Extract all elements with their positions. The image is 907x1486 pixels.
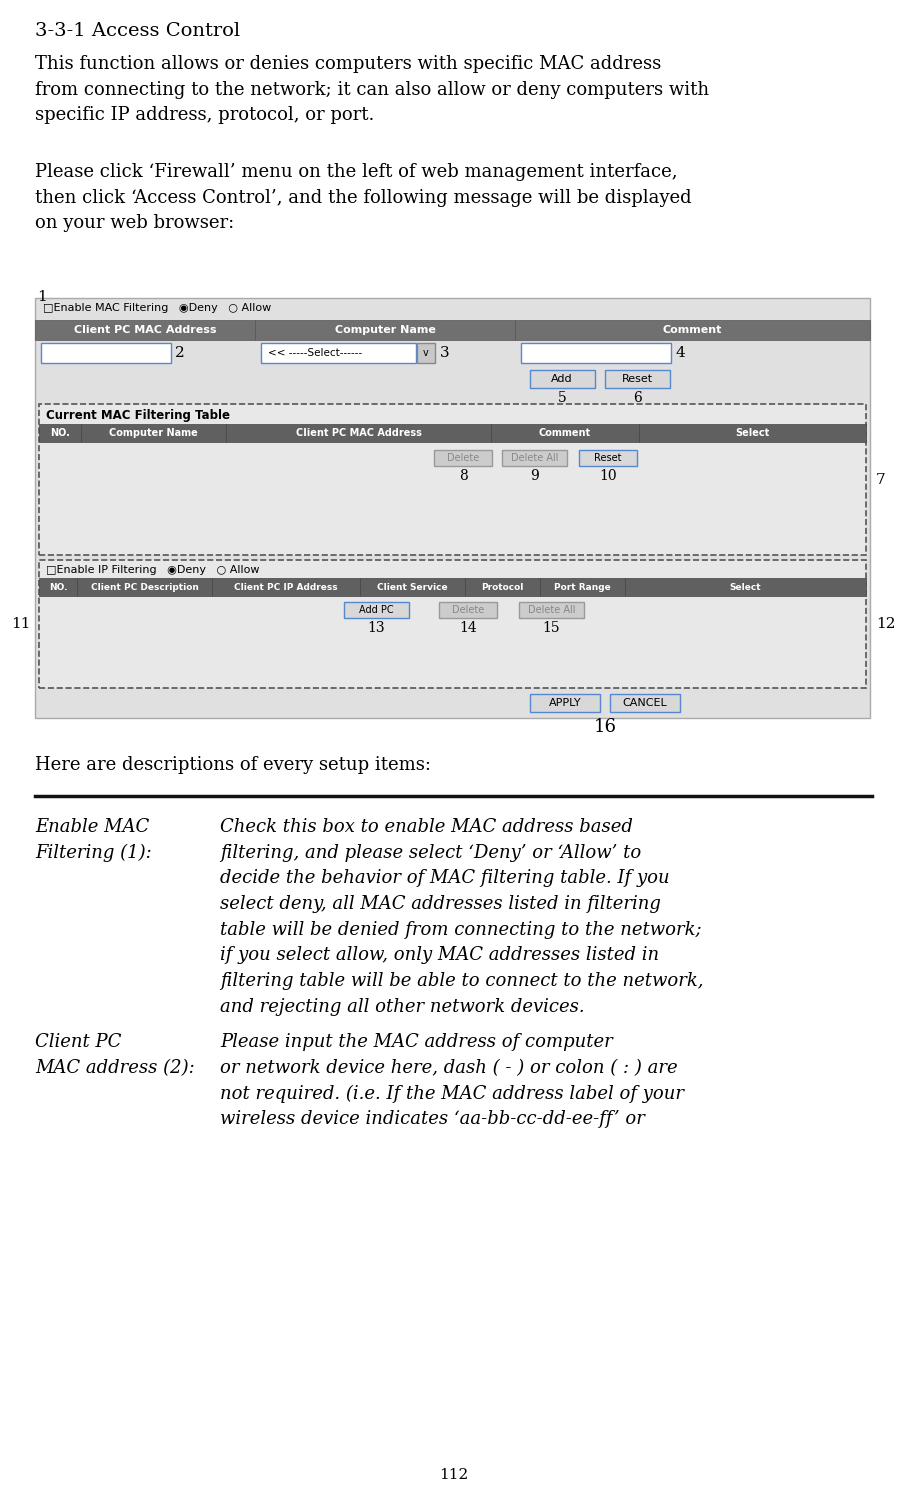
Text: Reset: Reset bbox=[594, 453, 622, 464]
Text: This function allows or denies computers with specific MAC address
from connecti: This function allows or denies computers… bbox=[35, 55, 709, 125]
Text: Computer Name: Computer Name bbox=[335, 325, 435, 334]
Text: 1: 1 bbox=[37, 290, 47, 305]
Bar bbox=[360, 578, 465, 596]
Bar bbox=[605, 370, 670, 388]
Bar bbox=[39, 578, 77, 596]
Text: 11: 11 bbox=[12, 617, 31, 632]
Text: Client Service: Client Service bbox=[377, 583, 448, 591]
Text: Please click ‘Firewall’ menu on the left of web management interface,
then click: Please click ‘Firewall’ menu on the left… bbox=[35, 163, 692, 232]
Text: 7: 7 bbox=[876, 473, 885, 486]
Text: 8: 8 bbox=[459, 470, 467, 483]
Bar bbox=[39, 404, 866, 554]
Bar bbox=[639, 424, 866, 441]
Bar bbox=[77, 578, 212, 596]
Bar bbox=[261, 343, 416, 363]
Text: Port Range: Port Range bbox=[554, 583, 611, 591]
Bar bbox=[521, 343, 671, 363]
Bar bbox=[625, 578, 866, 596]
Text: 16: 16 bbox=[593, 718, 617, 736]
Text: □Enable MAC Filtering   ◉Deny   ○ Allow: □Enable MAC Filtering ◉Deny ○ Allow bbox=[43, 303, 271, 314]
Bar bbox=[226, 424, 491, 441]
Bar bbox=[39, 424, 81, 441]
Text: 3-3-1 Access Control: 3-3-1 Access Control bbox=[35, 22, 240, 40]
Bar bbox=[515, 319, 870, 340]
Bar bbox=[519, 602, 584, 618]
Text: Enable MAC
Filtering (1):: Enable MAC Filtering (1): bbox=[35, 817, 151, 862]
Text: 10: 10 bbox=[600, 470, 617, 483]
Bar bbox=[579, 450, 637, 467]
Text: Current MAC Filtering Table: Current MAC Filtering Table bbox=[46, 409, 230, 422]
Text: 4: 4 bbox=[675, 346, 685, 360]
Bar bbox=[35, 319, 255, 340]
Text: Client PC
MAC address (2):: Client PC MAC address (2): bbox=[35, 1033, 195, 1077]
Text: Add: Add bbox=[551, 374, 573, 383]
Text: Client PC MAC Address: Client PC MAC Address bbox=[73, 325, 216, 334]
Text: << -----Select------: << -----Select------ bbox=[268, 348, 362, 358]
Text: Select: Select bbox=[736, 428, 770, 438]
Bar bbox=[491, 424, 639, 441]
Text: Protocol: Protocol bbox=[482, 583, 523, 591]
Bar bbox=[39, 560, 866, 688]
Text: Computer Name: Computer Name bbox=[109, 428, 198, 438]
Text: Check this box to enable MAC address based
filtering, and please select ‘Deny’ o: Check this box to enable MAC address bas… bbox=[220, 817, 704, 1016]
Bar bbox=[35, 299, 870, 718]
Text: CANCEL: CANCEL bbox=[622, 698, 668, 707]
Text: Delete All: Delete All bbox=[528, 605, 575, 615]
Text: 9: 9 bbox=[530, 470, 539, 483]
Text: Delete: Delete bbox=[452, 605, 484, 615]
Bar bbox=[530, 694, 600, 712]
Text: APPLY: APPLY bbox=[549, 698, 581, 707]
Bar bbox=[530, 370, 595, 388]
Text: Delete: Delete bbox=[447, 453, 479, 464]
Text: Client PC Description: Client PC Description bbox=[91, 583, 199, 591]
Text: 15: 15 bbox=[542, 621, 561, 635]
Text: Add PC: Add PC bbox=[359, 605, 394, 615]
Text: 13: 13 bbox=[367, 621, 385, 635]
Text: 3: 3 bbox=[440, 346, 450, 360]
Text: 2: 2 bbox=[175, 346, 185, 360]
Text: Client PC IP Address: Client PC IP Address bbox=[234, 583, 337, 591]
Bar bbox=[439, 602, 497, 618]
Text: Here are descriptions of every setup items:: Here are descriptions of every setup ite… bbox=[35, 756, 431, 774]
Text: v: v bbox=[424, 348, 429, 358]
Bar bbox=[434, 450, 492, 467]
Bar bbox=[41, 343, 171, 363]
Text: Client PC MAC Address: Client PC MAC Address bbox=[296, 428, 422, 438]
Bar bbox=[255, 319, 515, 340]
Text: 6: 6 bbox=[632, 391, 641, 406]
Bar bbox=[540, 578, 625, 596]
Text: 112: 112 bbox=[439, 1468, 468, 1482]
Bar bbox=[81, 424, 226, 441]
Text: □Enable IP Filtering   ◉Deny   ○ Allow: □Enable IP Filtering ◉Deny ○ Allow bbox=[46, 565, 259, 575]
Text: 14: 14 bbox=[459, 621, 477, 635]
Text: Delete All: Delete All bbox=[511, 453, 558, 464]
Text: NO.: NO. bbox=[50, 428, 70, 438]
Text: 5: 5 bbox=[558, 391, 566, 406]
Bar bbox=[465, 578, 540, 596]
Bar bbox=[610, 694, 680, 712]
Text: NO.: NO. bbox=[49, 583, 67, 591]
Text: Comment: Comment bbox=[539, 428, 591, 438]
Text: Please input the MAC address of computer
or network device here, dash ( - ) or c: Please input the MAC address of computer… bbox=[220, 1033, 684, 1128]
Bar bbox=[344, 602, 409, 618]
Bar bbox=[417, 343, 435, 363]
Text: Comment: Comment bbox=[663, 325, 722, 334]
Bar bbox=[502, 450, 567, 467]
Text: 12: 12 bbox=[876, 617, 895, 632]
Text: Select: Select bbox=[730, 583, 761, 591]
Bar bbox=[212, 578, 360, 596]
Text: Reset: Reset bbox=[621, 374, 652, 383]
